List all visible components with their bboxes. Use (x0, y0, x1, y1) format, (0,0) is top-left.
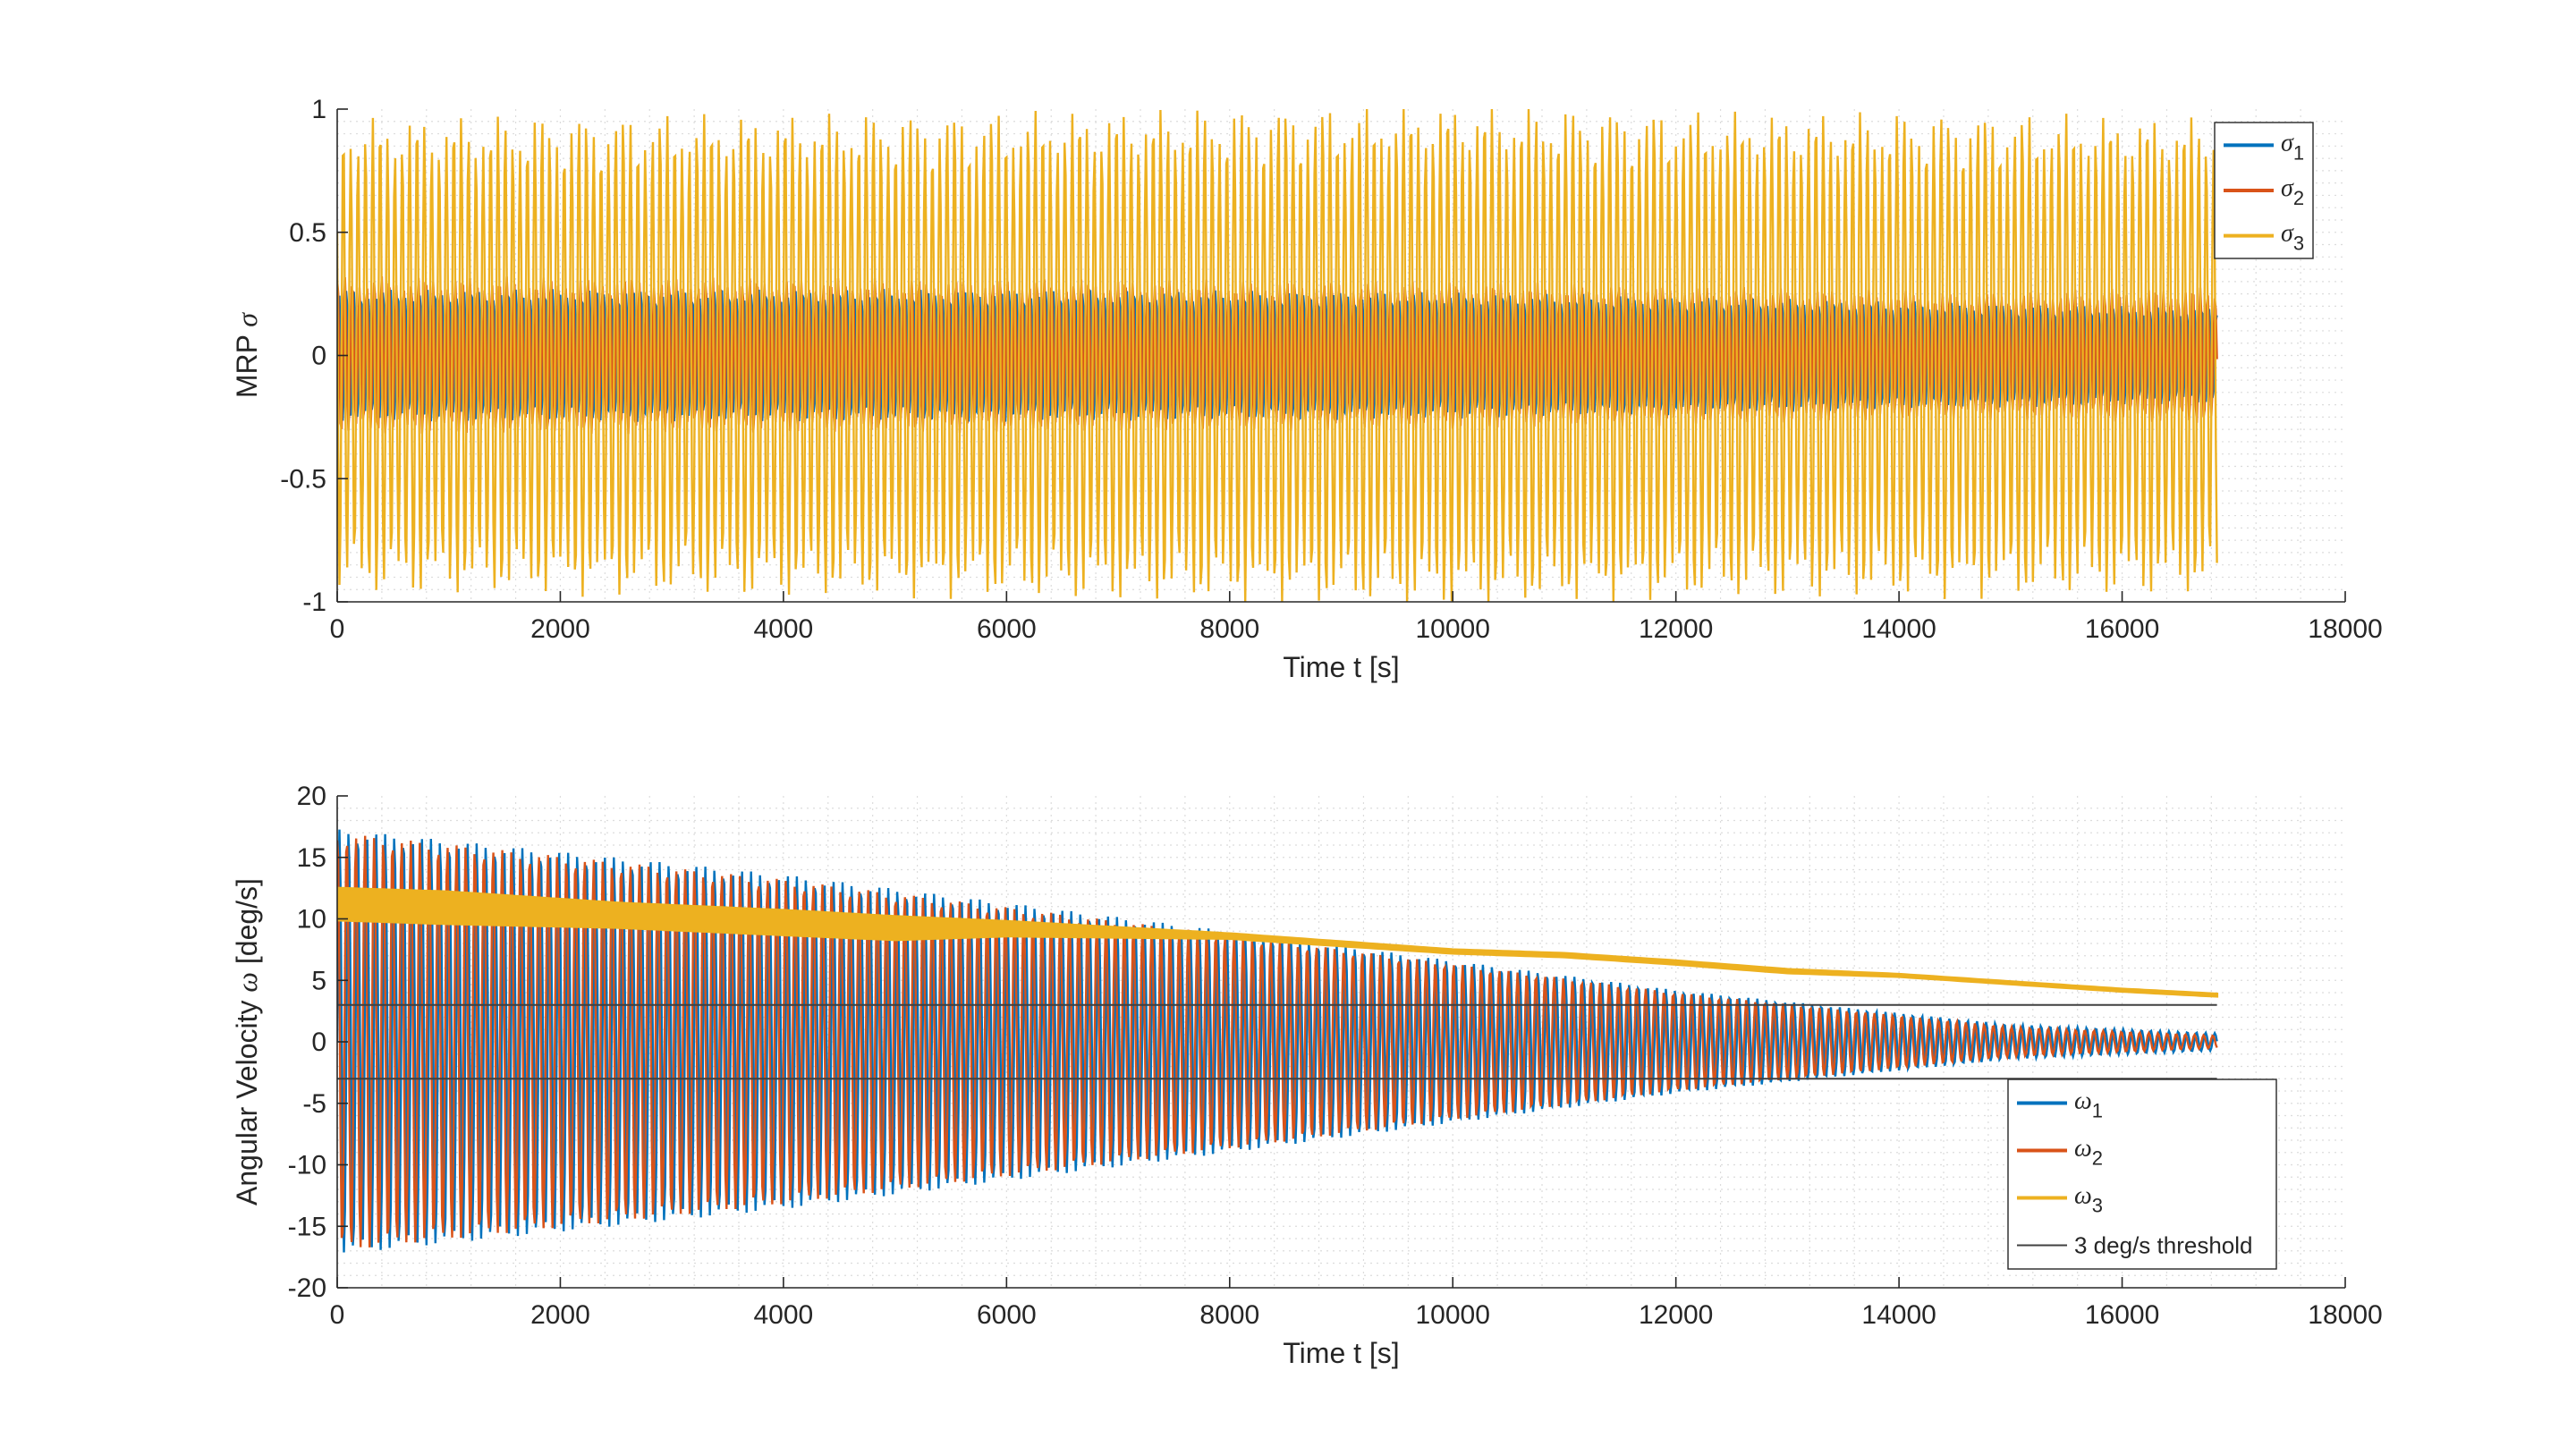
series-σ3 (337, 109, 2218, 602)
x-tick-label: 14000 (1861, 1300, 1936, 1330)
angular-velocity-plot: 0 2000 4000 6000 8000 10000 12000 14000 16000 180… (231, 782, 2383, 1369)
x-tick-label: 8000 (1199, 1300, 1259, 1330)
series-ω1 (337, 829, 2218, 1253)
x-tick-label: 12000 (1639, 614, 1713, 644)
y-tick-label: -15 (288, 1212, 326, 1241)
series-line (337, 109, 2218, 602)
x-tick-label: 12000 (1639, 1300, 1713, 1330)
x-axis-label: Time t [s] (1283, 1337, 1399, 1369)
mrp-plot: 0 2000 4000 6000 8000 10000 12000 14000 16000 180… (231, 95, 2383, 683)
series-ω2 (337, 835, 2218, 1248)
x-axis-label: Time t [s] (1283, 651, 1399, 683)
y-tick-label: 10 (297, 905, 326, 935)
series-threshold (337, 1003, 2217, 1080)
y-tick-label: 5 (311, 966, 326, 995)
y-tick-label: 20 (297, 782, 326, 811)
legend-label: σ1 (2281, 129, 2304, 164)
legend-box (2007, 1078, 2277, 1270)
x-tick-label: 8000 (1199, 614, 1259, 644)
series-band (337, 886, 2219, 998)
y-tick-label: 0 (311, 1028, 326, 1057)
legend: ω1 ω2 ω3 3 deg/s threshold (2007, 1078, 2277, 1270)
y-axis-label: MRP σ (231, 312, 263, 398)
series-line (337, 835, 2218, 1248)
y-tick-label: -0.5 (280, 464, 326, 494)
y-tick-label: 15 (297, 843, 326, 873)
y-tick-label: -20 (288, 1273, 326, 1303)
plot-area (337, 109, 2218, 602)
x-tick-label: 18000 (2308, 1300, 2382, 1330)
x-tick-label: 6000 (977, 614, 1037, 644)
x-tick-label: 18000 (2308, 614, 2382, 644)
legend-label: σ2 (2281, 174, 2304, 209)
legend-label: 3 deg/s threshold (2074, 1232, 2252, 1259)
y-tick-label: -5 (302, 1089, 326, 1119)
y-tick-label: -10 (288, 1151, 326, 1180)
x-tick-label: 0 (330, 1300, 345, 1330)
legend-label: ω1 (2074, 1087, 2103, 1122)
x-tick-label: 4000 (754, 1300, 814, 1330)
x-tick-label: 16000 (2085, 1300, 2159, 1330)
x-tick-label: 2000 (530, 1300, 590, 1330)
series-line (337, 829, 2218, 1253)
x-tick-label: 0 (330, 614, 345, 644)
y-tick-label: 0 (311, 342, 326, 371)
x-tick-label: 6000 (977, 1300, 1037, 1330)
plot-area (337, 829, 2219, 1253)
legend: σ1 σ2 σ3 (2214, 122, 2314, 259)
x-tick-label: 14000 (1861, 614, 1936, 644)
y-axis-label: Angular Velocity ω [deg/s] (231, 878, 263, 1205)
x-tick-label: 10000 (1416, 614, 1490, 644)
legend-label: ω2 (2074, 1135, 2103, 1170)
legend-label: ω3 (2074, 1182, 2103, 1217)
x-tick-label: 10000 (1416, 1300, 1490, 1330)
legend-label: σ3 (2281, 220, 2304, 255)
y-tick-label: 0.5 (289, 218, 326, 248)
series-ω3 (337, 886, 2219, 998)
x-tick-label: 4000 (754, 614, 814, 644)
y-tick-label: -1 (302, 588, 326, 617)
y-tick-label: 1 (311, 95, 326, 124)
x-tick-label: 16000 (2085, 614, 2159, 644)
x-tick-label: 2000 (530, 614, 590, 644)
